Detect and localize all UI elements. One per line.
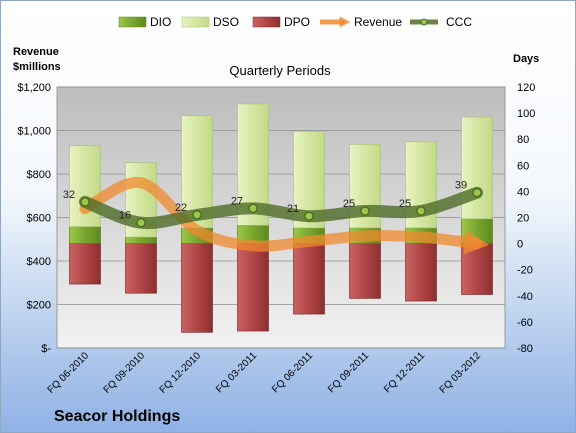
ccc-point xyxy=(416,206,426,216)
ccc-point xyxy=(80,197,90,207)
ccc-data-label: 22 xyxy=(175,202,187,214)
bar-dpo xyxy=(293,243,325,315)
bar-dio xyxy=(69,226,101,244)
legend-label-dso: DSO xyxy=(213,15,239,29)
bar-dpo xyxy=(349,243,381,299)
left-tick-label: $- xyxy=(41,343,51,355)
legend-label-dpo: DPO xyxy=(284,15,310,29)
ccc-data-label: 27 xyxy=(231,195,243,207)
right-tick-label: -40 xyxy=(517,291,533,303)
bar-dpo xyxy=(405,243,437,302)
bar-dpo xyxy=(69,243,101,285)
right-axis-title: Days xyxy=(513,53,539,65)
company-name: Seacor Holdings xyxy=(54,408,180,425)
bar-dpo xyxy=(125,243,157,294)
legend: DIO DSO DPO Revenue CCC xyxy=(118,15,472,29)
left-tick-label: $200 xyxy=(27,300,51,312)
legend-swatch-dio xyxy=(118,16,147,28)
category-label: FQ 03-2012 xyxy=(438,350,484,396)
left-axis-title-line1: Revenue xyxy=(13,46,59,58)
revenue-line xyxy=(79,176,490,255)
category-labels: FQ 06-2010 FQ 09-2010 FQ 12-2010 FQ 03-2011… xyxy=(46,350,484,396)
ccc-data-label: 16 xyxy=(119,210,131,222)
right-tick-label: -80 xyxy=(517,343,533,355)
chart-title: Quarterly Periods xyxy=(229,63,331,78)
bar-dpo xyxy=(461,243,493,295)
legend-label-dio: DIO xyxy=(150,15,171,29)
left-tick-label: $1,200 xyxy=(17,82,51,94)
category-label: FQ 09-2010 xyxy=(102,350,148,396)
left-tick-label: $1,000 xyxy=(17,126,51,138)
left-tick-label: $800 xyxy=(27,169,51,181)
ccc-point xyxy=(248,203,258,213)
bar-dso xyxy=(461,116,493,220)
ccc-point xyxy=(192,210,202,220)
bar-dpo xyxy=(181,243,213,333)
category-label: FQ 09-2011 xyxy=(326,350,371,395)
category-label: FQ 06-2011 xyxy=(270,350,315,395)
right-axis-ticks: -80 -60 -40 -20 0 20 40 60 80 100 120 xyxy=(517,82,535,355)
category-label: FQ 03-2011 xyxy=(214,350,259,395)
ccc-point xyxy=(136,218,146,228)
left-tick-label: $600 xyxy=(27,213,51,225)
bar-dso xyxy=(69,145,101,227)
legend-label-ccc: CCC xyxy=(446,15,472,29)
ccc-data-label: 25 xyxy=(399,198,411,210)
right-tick-label: 60 xyxy=(517,160,529,172)
ccc-point xyxy=(472,188,482,198)
ccc-point xyxy=(360,206,370,216)
right-tick-label: 20 xyxy=(517,213,529,225)
legend-label-revenue: Revenue xyxy=(354,15,402,29)
right-tick-label: 40 xyxy=(517,186,529,198)
right-tick-label: -60 xyxy=(517,317,533,329)
ccc-line xyxy=(79,186,483,230)
lines-layer: 32 16 22 27 21 25 25 39 xyxy=(63,176,490,255)
bar-dpo xyxy=(237,243,269,332)
left-axis-title-line2: $millions xyxy=(13,61,61,73)
left-tick-label: $400 xyxy=(27,256,51,268)
ccc-data-label: 25 xyxy=(343,198,355,210)
bar-dio xyxy=(125,236,157,244)
right-tick-label: 100 xyxy=(517,108,535,120)
ccc-data-label: 32 xyxy=(63,189,75,201)
right-tick-label: 0 xyxy=(517,239,523,251)
legend-swatch-dpo xyxy=(252,16,281,28)
right-tick-label: 80 xyxy=(517,134,529,146)
legend-swatch-dso xyxy=(181,16,210,28)
category-label: FQ 12-2010 xyxy=(158,350,204,396)
right-tick-label: 120 xyxy=(517,82,535,94)
ccc-data-label: 39 xyxy=(455,180,467,192)
ccc-point xyxy=(304,211,314,221)
left-axis-ticks: $- $200 $400 $600 $800 $1,000 $1,200 xyxy=(17,82,51,355)
right-tick-label: -20 xyxy=(517,265,533,277)
legend-marker-ccc xyxy=(420,18,428,26)
category-label: FQ 12-2011 xyxy=(382,350,427,395)
ccc-data-label: 21 xyxy=(287,203,299,215)
category-label: FQ 06-2010 xyxy=(46,350,92,396)
